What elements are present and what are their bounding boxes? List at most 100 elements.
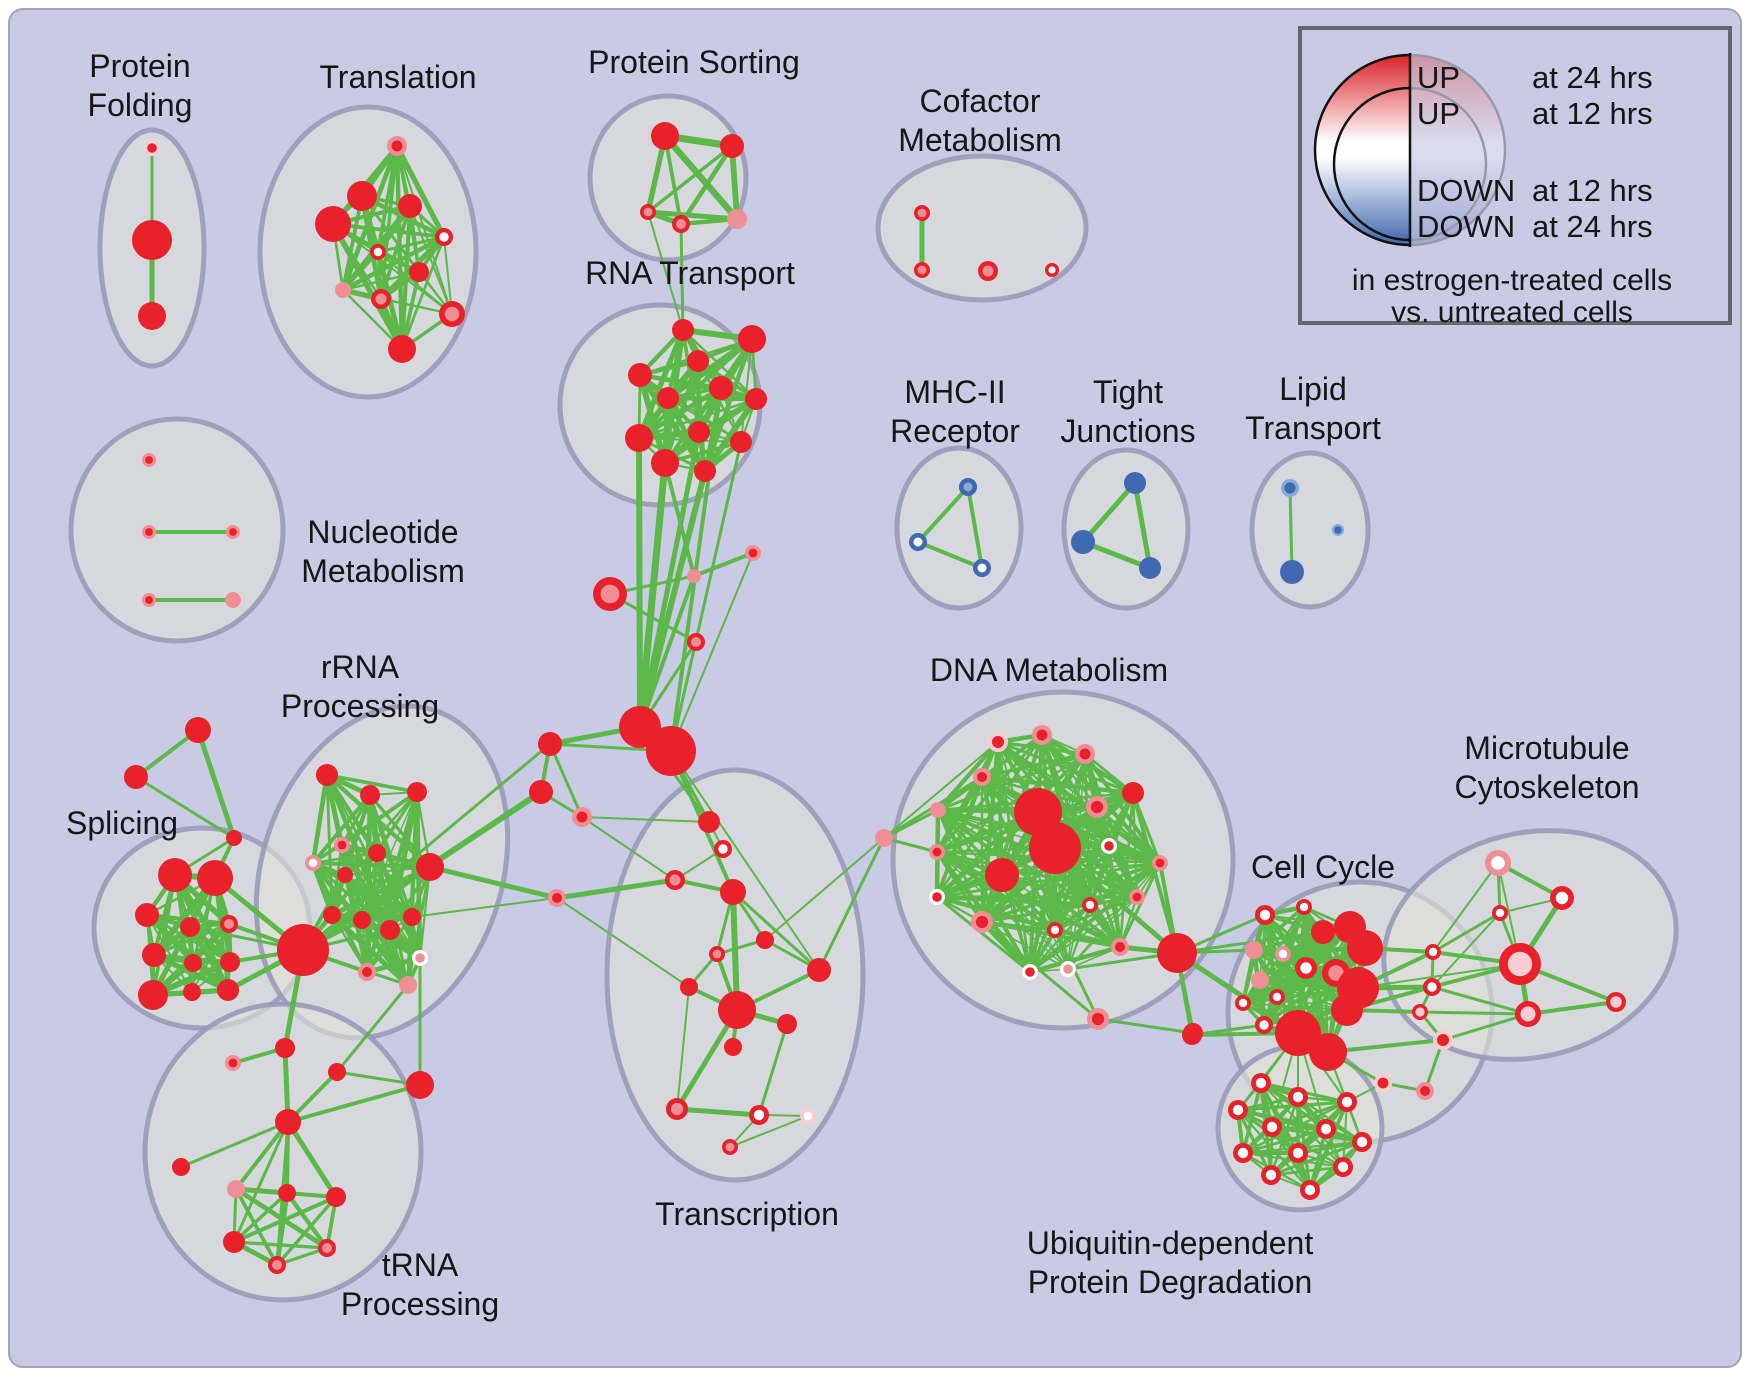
gene-node[interactable] bbox=[371, 289, 391, 309]
gene-node[interactable] bbox=[380, 920, 400, 940]
gene-node[interactable] bbox=[745, 545, 761, 561]
gene-node[interactable] bbox=[406, 1071, 434, 1099]
gene-node[interactable] bbox=[158, 858, 192, 892]
gene-node[interactable] bbox=[275, 1109, 301, 1135]
gene-node[interactable] bbox=[1515, 1001, 1541, 1027]
gene-node[interactable] bbox=[730, 431, 752, 453]
gene-node[interactable] bbox=[398, 194, 422, 218]
gene-node[interactable] bbox=[1261, 1165, 1281, 1185]
gene-node[interactable] bbox=[1235, 995, 1251, 1011]
gene-node[interactable] bbox=[651, 449, 679, 477]
gene-node[interactable] bbox=[756, 931, 774, 949]
gene-node[interactable] bbox=[220, 915, 238, 933]
gene-node[interactable] bbox=[694, 460, 716, 482]
gene-node[interactable] bbox=[370, 244, 386, 260]
gene-node[interactable] bbox=[132, 220, 172, 260]
gene-node[interactable] bbox=[1296, 899, 1312, 915]
gene-node[interactable] bbox=[220, 952, 240, 972]
gene-node[interactable] bbox=[1425, 944, 1441, 960]
gene-node[interactable] bbox=[929, 844, 945, 860]
gene-node[interactable] bbox=[973, 559, 991, 577]
gene-node[interactable] bbox=[135, 903, 159, 927]
gene-node[interactable] bbox=[326, 1187, 346, 1207]
gene-node[interactable] bbox=[745, 388, 767, 410]
gene-node[interactable] bbox=[1047, 922, 1063, 938]
gene-node[interactable] bbox=[1492, 905, 1508, 921]
gene-node[interactable] bbox=[124, 765, 148, 789]
gene-node[interactable] bbox=[184, 954, 202, 972]
gene-node[interactable] bbox=[226, 830, 242, 846]
gene-node[interactable] bbox=[1311, 920, 1335, 944]
gene-node[interactable] bbox=[1139, 557, 1161, 579]
gene-node[interactable] bbox=[988, 732, 1008, 752]
gene-node[interactable] bbox=[1347, 930, 1383, 966]
gene-node[interactable] bbox=[909, 533, 927, 551]
gene-node[interactable] bbox=[646, 726, 696, 776]
gene-node[interactable] bbox=[360, 785, 380, 805]
gene-node[interactable] bbox=[1281, 479, 1299, 497]
gene-node[interactable] bbox=[1233, 1143, 1253, 1163]
gene-node[interactable] bbox=[709, 946, 725, 962]
gene-node[interactable] bbox=[334, 837, 350, 853]
gene-node[interactable] bbox=[930, 802, 946, 818]
gene-node[interactable] bbox=[971, 911, 993, 933]
gene-node[interactable] bbox=[665, 870, 685, 890]
gene-node[interactable] bbox=[138, 302, 166, 330]
gene-node[interactable] bbox=[914, 205, 930, 221]
gene-node[interactable] bbox=[138, 980, 168, 1010]
gene-node[interactable] bbox=[625, 424, 653, 452]
gene-node[interactable] bbox=[268, 1256, 286, 1274]
gene-node[interactable] bbox=[985, 858, 1019, 892]
gene-node[interactable] bbox=[914, 262, 930, 278]
gene-node[interactable] bbox=[959, 478, 977, 496]
gene-node[interactable] bbox=[416, 853, 444, 881]
gene-node[interactable] bbox=[144, 140, 160, 156]
gene-node[interactable] bbox=[368, 844, 386, 862]
gene-node[interactable] bbox=[1416, 1082, 1434, 1100]
gene-node[interactable] bbox=[1288, 1143, 1308, 1163]
gene-node[interactable] bbox=[875, 829, 893, 847]
gene-node[interactable] bbox=[335, 282, 351, 298]
gene-node[interactable] bbox=[593, 577, 627, 611]
gene-node[interactable] bbox=[1300, 1180, 1320, 1200]
gene-node[interactable] bbox=[688, 421, 710, 443]
gene-node[interactable] bbox=[1412, 1004, 1428, 1020]
gene-node[interactable] bbox=[318, 1239, 336, 1257]
gene-node[interactable] bbox=[412, 950, 428, 966]
gene-node[interactable] bbox=[217, 979, 239, 1001]
gene-node[interactable] bbox=[388, 335, 416, 363]
gene-node[interactable] bbox=[1111, 938, 1129, 956]
gene-node[interactable] bbox=[1280, 560, 1304, 584]
gene-node[interactable] bbox=[1122, 782, 1144, 804]
gene-node[interactable] bbox=[1485, 850, 1511, 876]
gene-node[interactable] bbox=[1182, 1025, 1202, 1045]
gene-node[interactable] bbox=[305, 855, 321, 871]
gene-node[interactable] bbox=[1433, 1030, 1453, 1050]
gene-node[interactable] bbox=[777, 1014, 797, 1034]
gene-node[interactable] bbox=[225, 1055, 241, 1071]
gene-node[interactable] bbox=[225, 592, 241, 608]
gene-node[interactable] bbox=[718, 991, 756, 1029]
gene-node[interactable] bbox=[223, 1231, 245, 1253]
gene-node[interactable] bbox=[538, 732, 562, 756]
gene-node[interactable] bbox=[1295, 957, 1317, 979]
gene-node[interactable] bbox=[572, 807, 592, 827]
gene-node[interactable] bbox=[1332, 524, 1344, 536]
gene-node[interactable] bbox=[315, 206, 351, 242]
gene-node[interactable] bbox=[929, 889, 945, 905]
gene-node[interactable] bbox=[142, 525, 156, 539]
gene-node[interactable] bbox=[1251, 971, 1269, 989]
gene-node[interactable] bbox=[1288, 1087, 1308, 1107]
gene-node[interactable] bbox=[628, 363, 652, 387]
gene-node[interactable] bbox=[548, 889, 566, 907]
gene-node[interactable] bbox=[709, 376, 733, 400]
gene-node[interactable] bbox=[142, 943, 166, 967]
gene-node[interactable] bbox=[680, 978, 698, 996]
gene-node[interactable] bbox=[180, 917, 200, 937]
gene-node[interactable] bbox=[749, 1105, 769, 1125]
gene-node[interactable] bbox=[1251, 1073, 1271, 1093]
gene-node[interactable] bbox=[1022, 964, 1038, 980]
gene-node[interactable] bbox=[1331, 994, 1363, 1026]
gene-node[interactable] bbox=[1269, 989, 1285, 1005]
gene-node[interactable] bbox=[1101, 838, 1117, 854]
